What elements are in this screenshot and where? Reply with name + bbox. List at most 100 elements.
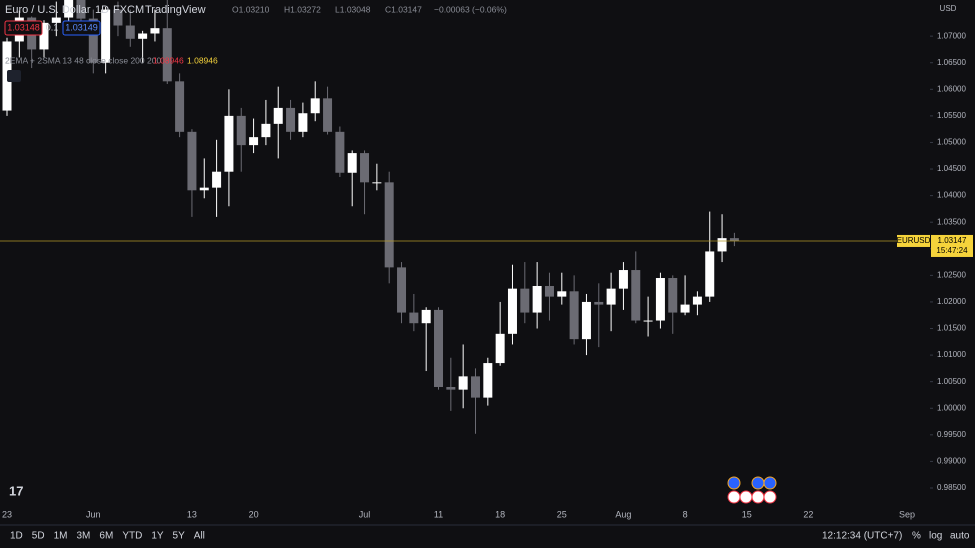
countdown: 15:47:24 — [936, 246, 968, 255]
sell-price: 1.03148 — [7, 22, 40, 32]
candle-body — [39, 22, 49, 50]
candle-body — [557, 291, 567, 297]
event-icons[interactable] — [727, 476, 777, 504]
candle-body — [717, 238, 727, 252]
range-button[interactable]: YTD — [122, 531, 142, 542]
ohlc-value: H1.03272 — [284, 4, 321, 14]
logo: 17 — [9, 483, 23, 498]
auto-toggle[interactable]: auto — [950, 531, 970, 542]
x-tick-label: 25 — [557, 509, 567, 519]
candle-body — [446, 386, 456, 390]
x-tick-label: 20 — [249, 509, 259, 519]
candle-body — [409, 312, 419, 324]
symbol-name[interactable]: Euro / U.S. Dollar — [5, 4, 91, 16]
indicator-name[interactable]: 2EMA + 2SMA 13 48 close close 200 200 — [5, 55, 161, 65]
indicator-value: 1.08946 — [153, 55, 184, 65]
candle-body — [199, 187, 209, 191]
y-tick-label: 0.98500 — [937, 483, 966, 492]
range-button[interactable]: 5D — [32, 531, 45, 542]
candle-body — [224, 115, 234, 172]
range-button[interactable]: All — [194, 531, 205, 542]
x-tick-label: Aug — [615, 509, 631, 519]
candle-body — [150, 28, 160, 34]
x-tick-label: 8 — [683, 509, 688, 519]
candle-body — [347, 153, 357, 173]
x-tick-label: 11 — [434, 509, 443, 519]
candle-body — [643, 320, 653, 322]
collapse-button[interactable] — [7, 70, 21, 82]
candle-body — [187, 131, 197, 191]
ohlc-change: −0.00063 (−0.06%) — [434, 4, 507, 14]
sell-button[interactable] — [4, 20, 43, 36]
candle-body — [372, 182, 382, 184]
buy-button[interactable] — [62, 20, 101, 36]
candle-body — [520, 288, 530, 313]
candle-body — [273, 107, 283, 124]
ohlc-value: L1.03048 — [335, 4, 371, 14]
candle-body — [581, 301, 591, 340]
symbol-label: EURUSD — [897, 236, 931, 245]
range-button[interactable]: 3M — [77, 531, 91, 542]
candle-body — [729, 238, 739, 241]
candle-body — [236, 115, 246, 146]
ohlc-value: O1.03210 — [232, 4, 270, 14]
candle-body — [335, 131, 345, 173]
range-button[interactable]: 1D — [10, 531, 23, 542]
y-tick-label: 1.01000 — [937, 350, 966, 359]
y-tick-label: 1.06000 — [937, 84, 966, 93]
candle-body — [175, 81, 185, 132]
interval[interactable]: 1D — [95, 4, 109, 16]
x-tick-label: 23 — [2, 509, 12, 519]
y-tick-label: 1.00500 — [937, 377, 966, 386]
candle-body — [507, 288, 517, 334]
candle-body — [434, 309, 444, 387]
indicator-value: 1.08946 — [187, 55, 218, 65]
candle-body — [692, 296, 702, 305]
candle-body — [655, 278, 665, 321]
ohlc-value: C1.03147 — [385, 4, 422, 14]
x-tick-label: 22 — [803, 509, 813, 519]
candle-body — [569, 291, 579, 340]
candle-body — [76, 0, 86, 19]
candle-body — [286, 107, 296, 132]
log-toggle[interactable]: log — [929, 531, 942, 542]
y-tick-label: 1.03500 — [937, 217, 966, 226]
candle-body — [594, 301, 604, 305]
candle-body — [631, 270, 641, 321]
range-button[interactable]: 1Y — [151, 531, 164, 542]
y-tick-label: 1.06500 — [937, 58, 966, 67]
spread: 0.1 — [46, 22, 59, 32]
publisher: TradingView — [145, 4, 206, 16]
range-button[interactable]: 1M — [54, 531, 68, 542]
candle-body — [705, 251, 715, 297]
candle-body — [397, 267, 407, 313]
candle-body — [51, 17, 61, 23]
candle-body — [88, 18, 98, 63]
clock: 12:12:34 (UTC+7) — [822, 531, 902, 542]
y-tick-label: 1.04500 — [937, 164, 966, 173]
y-tick-label: 1.04000 — [937, 191, 966, 200]
range-button[interactable]: 5Y — [173, 531, 186, 542]
candle-body — [64, 0, 74, 18]
candle-body — [310, 98, 320, 114]
y-tick-label: 1.02500 — [937, 270, 966, 279]
range-buttons: 1D 5D 1M 3M 6M YTD 1Y 5Y All — [10, 531, 205, 542]
x-tick-label: 13 — [187, 509, 197, 519]
y-tick-label: 1.01500 — [937, 324, 966, 333]
candle-body — [360, 153, 370, 183]
currency[interactable]: USD — [940, 4, 957, 13]
range-button[interactable]: 6M — [99, 531, 113, 542]
y-tick-label: 1.07000 — [937, 31, 966, 40]
symbol-tag — [897, 234, 930, 247]
candle-body — [680, 304, 690, 313]
candle-body — [298, 113, 308, 132]
candle-body — [618, 270, 628, 289]
candle-body — [470, 376, 480, 398]
candle-body — [532, 285, 542, 313]
percent-toggle[interactable]: % — [912, 531, 921, 542]
candle-body — [544, 285, 554, 297]
y-tick-label: 1.00000 — [937, 403, 966, 412]
x-tick-label: 18 — [495, 509, 505, 519]
candle-body — [495, 333, 505, 364]
